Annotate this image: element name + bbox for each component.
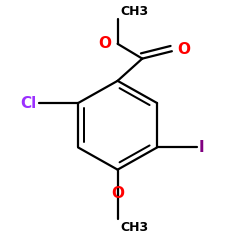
- Text: O: O: [177, 42, 190, 58]
- Text: Cl: Cl: [20, 96, 36, 110]
- Text: CH3: CH3: [120, 222, 148, 234]
- Text: I: I: [199, 140, 205, 155]
- Text: O: O: [111, 186, 124, 200]
- Text: O: O: [98, 36, 112, 51]
- Text: CH3: CH3: [120, 5, 148, 18]
